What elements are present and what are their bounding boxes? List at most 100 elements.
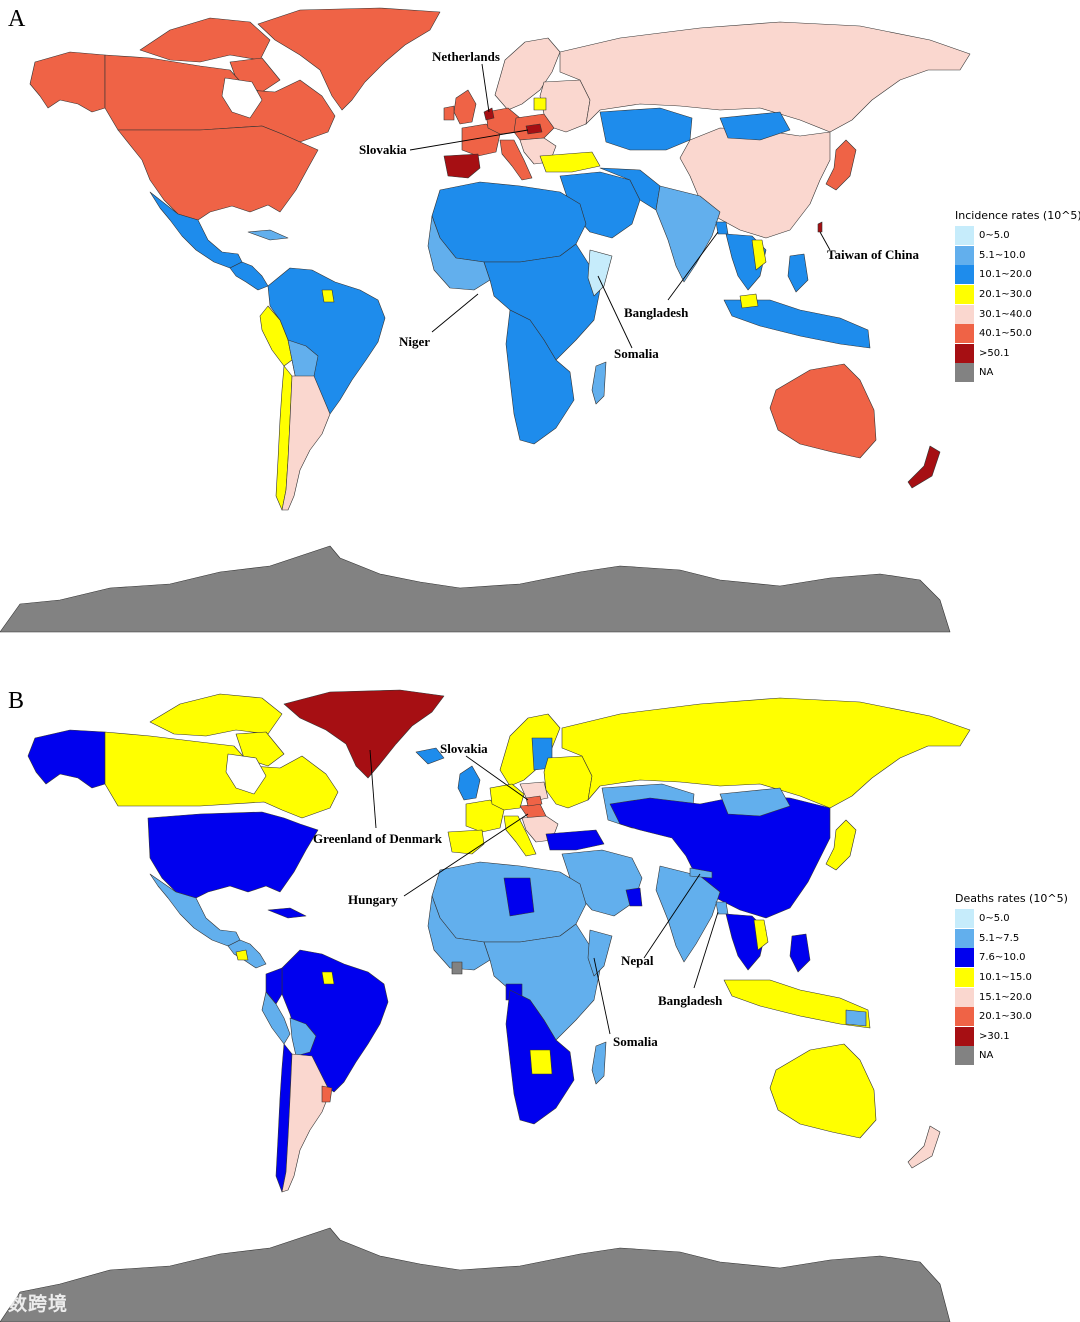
region-guiana [321, 289, 335, 303]
region-ireland [443, 105, 455, 121]
legend-row: 7.6~10.0 [955, 948, 1068, 968]
legend-row: 30.1~40.0 [955, 304, 1080, 324]
region-west-africa [427, 895, 491, 971]
legend-row: 40.1~50.0 [955, 324, 1080, 344]
callout-bangladesh: Bangladesh [624, 305, 689, 320]
region-oman [625, 887, 643, 907]
leader-taiwan [819, 231, 831, 251]
legend-label: NA [979, 1050, 994, 1062]
legend-swatch [955, 909, 974, 929]
region-central-africa [483, 923, 601, 1041]
region-india [655, 865, 721, 963]
region-madagascar [591, 361, 607, 405]
region-cuba [247, 229, 289, 241]
callout-taiwan: Taiwan of China [827, 247, 919, 262]
region-alaska [29, 51, 106, 113]
legend-swatch [955, 324, 974, 344]
legend-label: 10.1~20.0 [979, 269, 1032, 281]
region-taiwan [817, 221, 823, 233]
legend-swatch [955, 968, 974, 988]
callout-bangladesh: Bangladesh [658, 993, 723, 1008]
region-madagascar [591, 1041, 607, 1085]
region-indonesia [723, 299, 871, 349]
region-uk [457, 765, 481, 801]
legend-label: >30.1 [979, 1030, 1010, 1042]
region-uk [453, 89, 477, 125]
region-australia [769, 1043, 877, 1139]
region-vietnam [751, 239, 767, 271]
legend-swatch [955, 285, 974, 305]
callout-netherlands: Netherlands [432, 49, 500, 64]
legend-swatch [955, 1046, 974, 1066]
region-india [655, 185, 721, 283]
legend-swatch [955, 245, 974, 265]
incidence-world-map [0, 7, 971, 633]
region-philippines [787, 253, 809, 293]
callout-slovakia: Slovakia [359, 142, 407, 157]
panel-label-a: A [8, 6, 26, 32]
region-scandinavia [494, 37, 561, 111]
legend-row: 10.1~20.0 [955, 265, 1080, 285]
legend-swatch [955, 343, 974, 363]
region-usa [117, 125, 319, 221]
region-france [465, 799, 505, 833]
leader-niger [431, 293, 479, 333]
leader-greenland [369, 749, 377, 829]
legend-label: 0~5.0 [979, 913, 1010, 925]
leader-nepal [643, 873, 701, 959]
legend-row: 0~5.0 [955, 909, 1068, 929]
legend-row: 15.1~20.0 [955, 987, 1068, 1007]
legend-swatch [955, 987, 974, 1007]
legend-row: >50.1 [955, 343, 1080, 364]
region-new-zealand [907, 1125, 941, 1169]
region-philippines [789, 933, 811, 973]
legend-swatch [955, 226, 974, 246]
legend-row: NA [955, 363, 1080, 383]
region-arctic-islands [149, 693, 283, 737]
callout-slovakia: Slovakia [440, 741, 488, 756]
region-southern-africa [505, 309, 575, 445]
region-spain [447, 829, 485, 855]
callout-somalia: Somalia [614, 346, 659, 361]
region-spain [443, 153, 481, 179]
region-japan [825, 819, 857, 871]
region-iceland [415, 747, 445, 765]
region-uruguay [321, 1085, 333, 1103]
leader-somalia [597, 275, 633, 349]
region-arctic-islands [139, 17, 271, 63]
legend-title: Deaths rates (10^5) [955, 892, 1068, 905]
region-west-africa [427, 215, 491, 291]
leader-hungary [403, 813, 529, 897]
leader-bangladesh [693, 911, 719, 989]
region-mongolia [719, 787, 791, 817]
leader-somalia [593, 957, 611, 1035]
hudson-bay [221, 77, 263, 119]
legend-swatch [955, 948, 974, 968]
region-germany [489, 783, 525, 811]
region-canada [104, 731, 339, 819]
deaths-map-panel: B [0, 678, 1080, 1322]
region-guiana [321, 971, 335, 985]
region-poland [519, 781, 549, 803]
legend-label: 5.1~10.0 [979, 249, 1026, 261]
deaths-world-map [0, 689, 971, 1322]
legend-swatch [955, 1007, 974, 1027]
legend-label: 7.6~10.0 [979, 952, 1026, 964]
region-new-zealand [907, 445, 941, 489]
region-turkey [539, 151, 601, 173]
region-bolivia [289, 1017, 317, 1057]
region-somalia [587, 249, 613, 297]
region-sierra-leone [451, 961, 463, 975]
region-central-africa [483, 243, 601, 361]
legend-title: Incidence rates (10^5) [955, 209, 1080, 222]
region-png [845, 1009, 867, 1027]
legend-row: >30.1 [955, 1026, 1068, 1047]
deaths-legend: Deaths rates (10^5) 0~5.0 5.1~7.5 7.6~10.0… [955, 892, 1068, 1066]
legend-row: 20.1~30.0 [955, 285, 1080, 305]
region-colombia [265, 967, 283, 1005]
legend-swatch [955, 1026, 974, 1046]
legend-label: 15.1~20.0 [979, 991, 1032, 1003]
callout-greenland: Greenland of Denmark [313, 831, 443, 846]
region-mongolia [719, 111, 791, 141]
region-japan [825, 139, 857, 191]
